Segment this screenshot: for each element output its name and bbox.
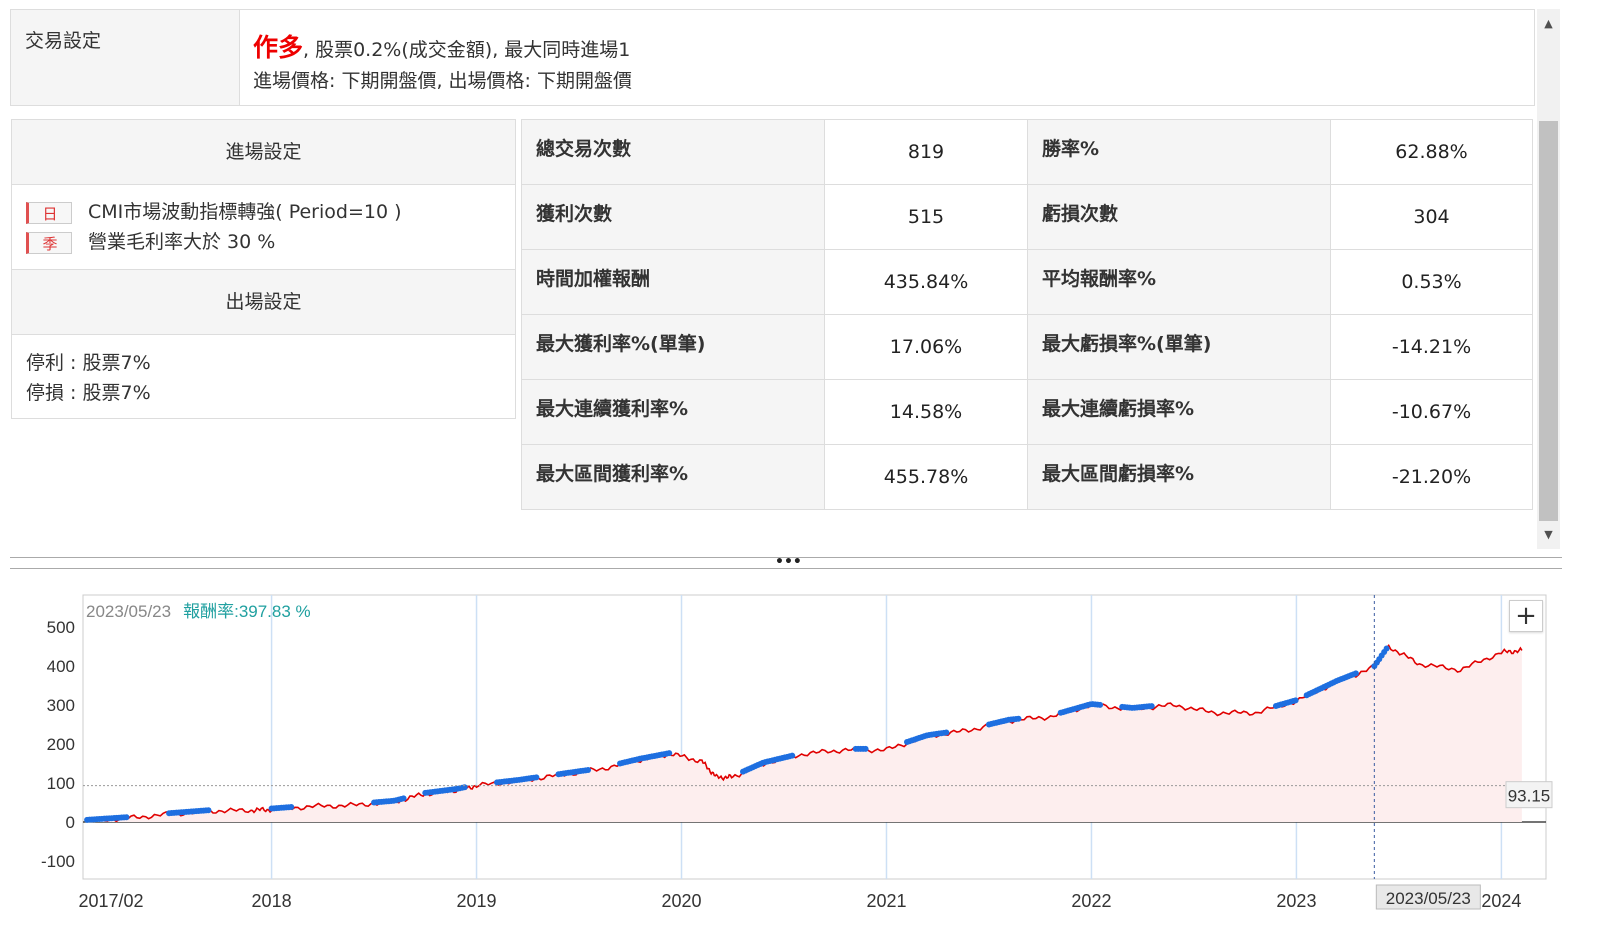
reference-value-label: 93.15 (1508, 787, 1551, 806)
reference-value-box (1505, 781, 1553, 809)
drag-handle-icon[interactable]: ••• (775, 554, 802, 570)
stats-row: 總交易次數 819 勝率% 62.88% (521, 119, 1533, 185)
stat-label: 勝率% (1027, 119, 1331, 185)
stat-label: 總交易次數 (521, 119, 825, 185)
x-tick-label: 2022 (1071, 891, 1111, 911)
strategy-settings-panel: 進場設定 日 CMI市場波動指標轉強( Period=10 ) 季營業毛利率大於 … (11, 119, 516, 419)
y-tick-label: 100 (47, 774, 75, 793)
trade-marker (288, 804, 295, 811)
stats-row: 最大區間獲利率% 455.78% 最大區間虧損率% -21.20% (521, 444, 1533, 510)
trade-settings-body: 作多, 股票0.2%(成交金額), 最大同時進場1 進場價格: 下期開盤價, 出… (253, 28, 632, 93)
trade-marker (943, 729, 950, 736)
trade-settings-panel: 交易設定 作多, 股票0.2%(成交金額), 最大同時進場1 進場價格: 下期開… (10, 9, 1535, 106)
stat-value: -10.67% (1330, 379, 1533, 445)
stat-label: 最大虧損率%(單筆) (1027, 314, 1331, 380)
y-tick-label: -100 (41, 852, 75, 871)
stat-label: 最大獲利率%(單筆) (521, 314, 825, 380)
x-tick-label: 2021 (866, 891, 906, 911)
x-tick-label: 2024 (1481, 891, 1521, 911)
y-tick-label: 300 (47, 696, 75, 715)
x-tick-label: 2018 (252, 891, 292, 911)
trade-marker (1352, 670, 1359, 677)
x-tick-label: 2019 (457, 891, 497, 911)
stat-value: 435.84% (824, 249, 1028, 315)
entry-condition-2: 季營業毛利率大於 30 % (26, 228, 275, 256)
stat-label: 虧損次數 (1027, 184, 1331, 250)
trade-marker (400, 795, 407, 802)
trade-marker (205, 807, 212, 814)
stat-label: 最大連續獲利率% (521, 379, 825, 445)
stat-label: 時間加權報酬 (521, 249, 825, 315)
stats-row: 最大獲利率%(單筆) 17.06% 最大虧損率%(單筆) -14.21% (521, 314, 1533, 380)
quarterly-tag: 季 (26, 231, 72, 254)
price-settings-text: 進場價格: 下期開盤價, 出場價格: 下期開盤價 (253, 70, 632, 92)
stat-value: 17.06% (824, 314, 1028, 380)
equity-curve-chart[interactable]: -100 0 100 200 300 400 500 2017/02 2018 2019 2020 2… (0, 570, 1606, 936)
entry-condition-1-text: CMI市場波動指標轉強( Period=10 ) (88, 201, 402, 223)
stat-value: 515 (824, 184, 1028, 250)
stat-value: 455.78% (824, 444, 1028, 510)
y-tick-label: 400 (47, 657, 75, 676)
trade-marker (1015, 715, 1022, 722)
legend-return: 報酬率:397.83 % (183, 602, 311, 621)
stat-label: 獲利次數 (521, 184, 825, 250)
chart-legend: 2023/05/23 報酬率:397.83 % (86, 597, 311, 622)
x-tick-label: 2017/02 (78, 891, 143, 911)
direction-text: 作多 (253, 33, 304, 62)
stat-label: 最大連續虧損率% (1027, 379, 1331, 445)
panel-splitter[interactable] (10, 557, 1562, 569)
cursor-date-label: 2023/05/23 (1386, 889, 1471, 908)
trade-settings-label: 交易設定 (11, 10, 240, 105)
stat-value: 304 (1330, 184, 1533, 250)
exit-settings-header: 出場設定 (12, 269, 515, 335)
stats-row: 獲利次數 515 虧損次數 304 (521, 184, 1533, 250)
x-tick-label: 2020 (661, 891, 701, 911)
y-tick-label: 200 (47, 735, 75, 754)
trade-marker (1097, 701, 1104, 708)
stat-label: 平均報酬率% (1027, 249, 1331, 315)
stat-label: 最大區間虧損率% (1027, 444, 1331, 510)
stop-loss-text: 停損 : 股票7% (26, 382, 151, 404)
y-tick-label: 0 (66, 813, 75, 832)
stat-value: 819 (824, 119, 1028, 185)
stat-value: -21.20% (1330, 444, 1533, 510)
backtest-stats-table: 總交易次數 819 勝率% 62.88% 獲利次數 515 虧損次數 304 時間加權報酬 435… (521, 119, 1533, 510)
entry-condition-2-text: 營業毛利率大於 30 % (88, 231, 276, 253)
stat-value: 62.88% (1330, 119, 1533, 185)
x-tick-label: 2023 (1276, 891, 1316, 911)
trade-marker (1292, 697, 1299, 704)
stats-row: 時間加權報酬 435.84% 平均報酬率% 0.53% (521, 249, 1533, 315)
y-tick-label: 500 (47, 618, 75, 637)
scroll-up-arrow-icon[interactable]: ▲ (1544, 17, 1553, 30)
cursor-date-box (1375, 884, 1481, 910)
cost-settings-text: , 股票0.2%(成交金額), 最大同時進場1 (303, 39, 631, 61)
stat-label: 最大區間獲利率% (521, 444, 825, 510)
entry-settings-header: 進場設定 (12, 120, 515, 185)
daily-tag: 日 (26, 201, 72, 224)
trade-marker (585, 766, 592, 773)
trade-marker (789, 752, 796, 759)
trade-marker (123, 814, 130, 821)
stat-value: 0.53% (1330, 249, 1533, 315)
legend-date: 2023/05/23 (86, 602, 172, 621)
zoom-in-button[interactable]: + (1509, 600, 1543, 632)
area-fill (87, 645, 1522, 822)
scrollbar-thumb[interactable] (1539, 121, 1558, 521)
trade-marker (862, 745, 869, 752)
trade-marker (461, 784, 468, 791)
take-profit-text: 停利 : 股票7% (26, 352, 151, 374)
trade-marker (1383, 645, 1390, 652)
stat-value: 14.58% (824, 379, 1028, 445)
entry-condition-1: 日 CMI市場波動指標轉強( Period=10 ) (26, 198, 402, 226)
trade-marker (1148, 703, 1155, 710)
trade-marker (533, 774, 540, 781)
stat-value: -14.21% (1330, 314, 1533, 380)
stats-row: 最大連續獲利率% 14.58% 最大連續虧損率% -10.67% (521, 379, 1533, 445)
scroll-down-arrow-icon[interactable]: ▼ (1544, 528, 1553, 541)
trade-marker (666, 750, 673, 757)
